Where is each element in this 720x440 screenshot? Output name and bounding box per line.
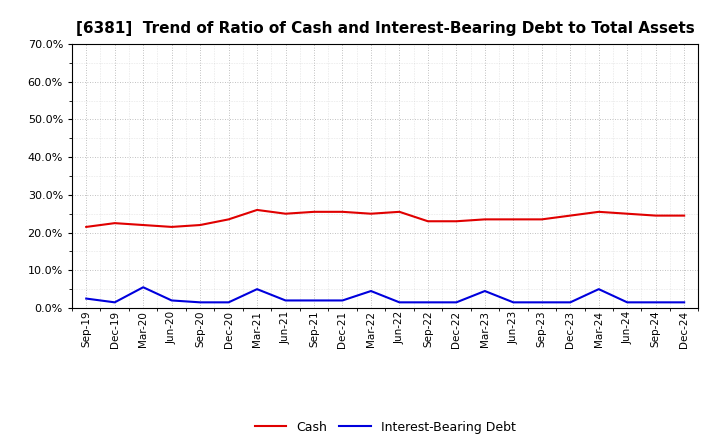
Interest-Bearing Debt xyxy=(680,300,688,305)
Interest-Bearing Debt xyxy=(282,298,290,303)
Cash xyxy=(652,213,660,218)
Interest-Bearing Debt xyxy=(623,300,631,305)
Line: Interest-Bearing Debt: Interest-Bearing Debt xyxy=(86,287,684,302)
Interest-Bearing Debt xyxy=(395,300,404,305)
Title: [6381]  Trend of Ratio of Cash and Interest-Bearing Debt to Total Assets: [6381] Trend of Ratio of Cash and Intere… xyxy=(76,21,695,36)
Cash xyxy=(225,217,233,222)
Interest-Bearing Debt xyxy=(253,286,261,292)
Interest-Bearing Debt xyxy=(310,298,318,303)
Interest-Bearing Debt xyxy=(452,300,461,305)
Cash xyxy=(139,222,148,227)
Cash xyxy=(452,219,461,224)
Legend: Cash, Interest-Bearing Debt: Cash, Interest-Bearing Debt xyxy=(250,416,521,439)
Interest-Bearing Debt xyxy=(595,286,603,292)
Cash xyxy=(680,213,688,218)
Interest-Bearing Debt xyxy=(167,298,176,303)
Cash xyxy=(423,219,432,224)
Cash xyxy=(366,211,375,216)
Interest-Bearing Debt xyxy=(196,300,204,305)
Interest-Bearing Debt xyxy=(652,300,660,305)
Cash xyxy=(623,211,631,216)
Cash xyxy=(480,217,489,222)
Cash xyxy=(167,224,176,230)
Cash xyxy=(509,217,518,222)
Interest-Bearing Debt xyxy=(338,298,347,303)
Cash xyxy=(310,209,318,214)
Interest-Bearing Debt xyxy=(110,300,119,305)
Interest-Bearing Debt xyxy=(480,288,489,293)
Interest-Bearing Debt xyxy=(537,300,546,305)
Interest-Bearing Debt xyxy=(423,300,432,305)
Cash xyxy=(395,209,404,214)
Interest-Bearing Debt xyxy=(82,296,91,301)
Line: Cash: Cash xyxy=(86,210,684,227)
Cash xyxy=(537,217,546,222)
Interest-Bearing Debt xyxy=(566,300,575,305)
Cash xyxy=(253,207,261,213)
Cash xyxy=(196,222,204,227)
Interest-Bearing Debt xyxy=(225,300,233,305)
Cash xyxy=(110,220,119,226)
Interest-Bearing Debt xyxy=(509,300,518,305)
Cash xyxy=(566,213,575,218)
Cash xyxy=(338,209,347,214)
Cash xyxy=(595,209,603,214)
Cash xyxy=(82,224,91,230)
Interest-Bearing Debt xyxy=(366,288,375,293)
Cash xyxy=(282,211,290,216)
Interest-Bearing Debt xyxy=(139,285,148,290)
